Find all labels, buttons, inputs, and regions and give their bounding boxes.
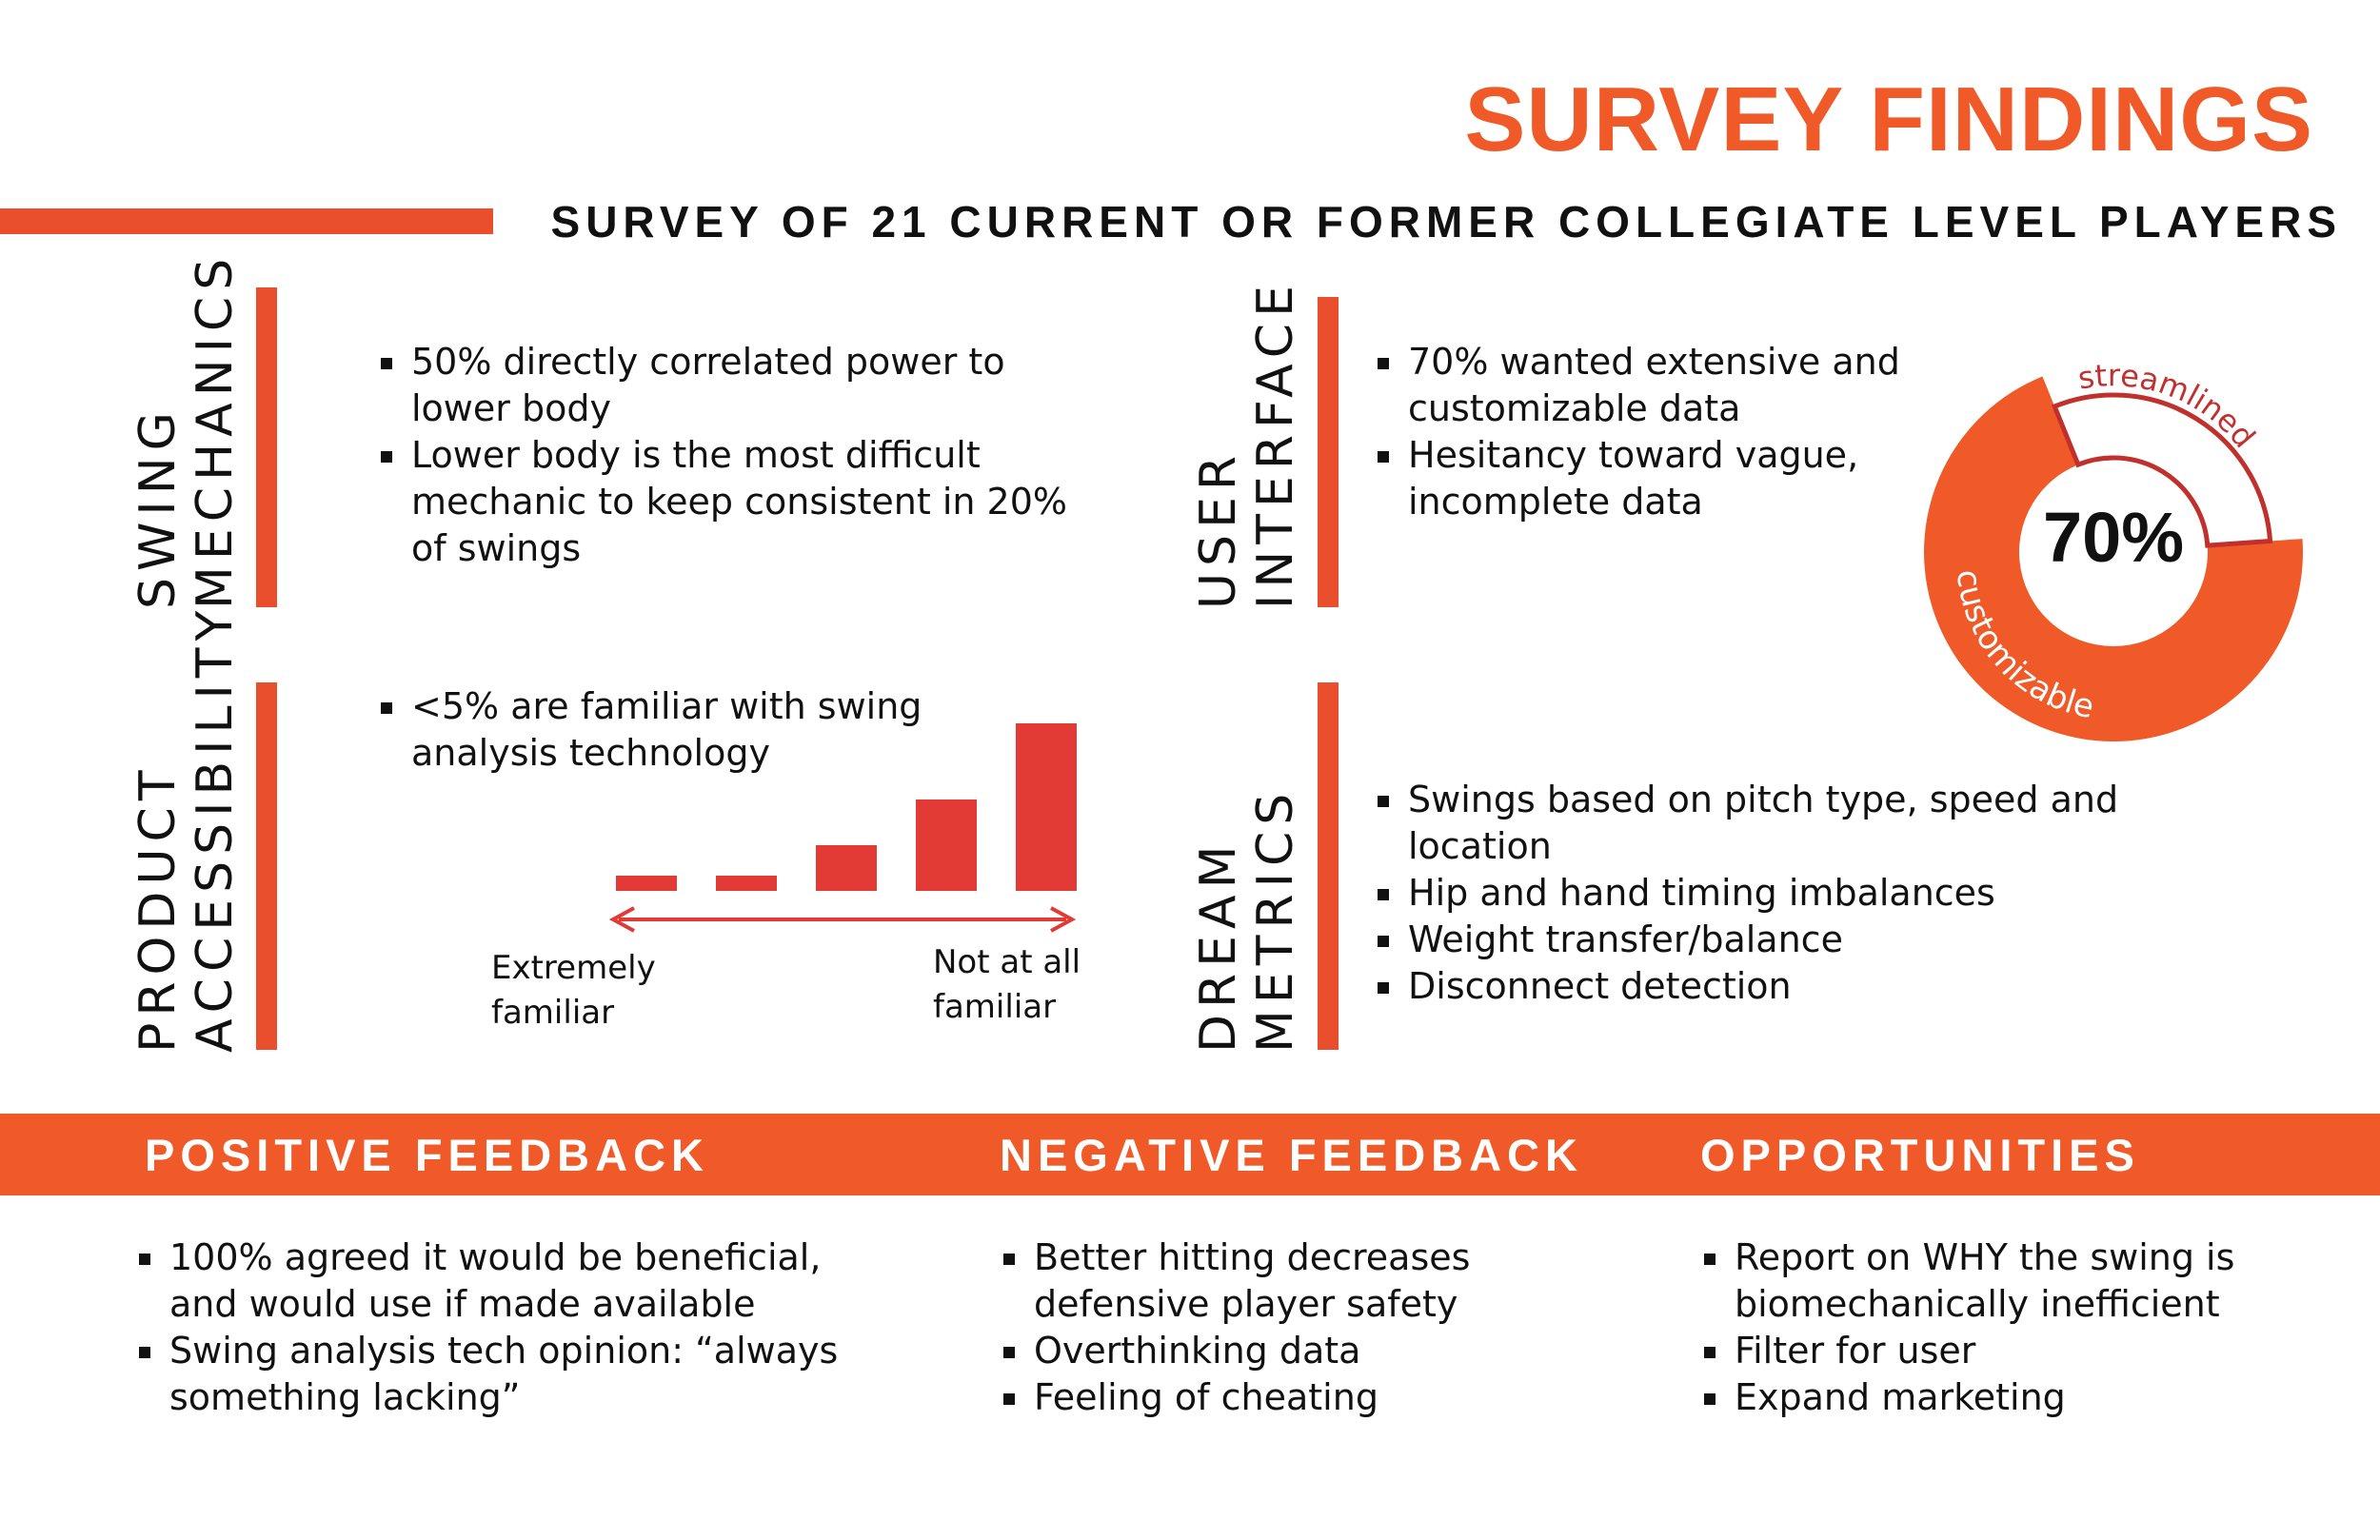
section-title-dream-metrics: DREAM METRICS bbox=[1190, 787, 1304, 1053]
section-bar-swing-mechanics bbox=[256, 287, 277, 607]
section-title-line: MECHANICS bbox=[187, 251, 244, 609]
arrow-left-icon bbox=[608, 906, 635, 933]
list-item: 100% agreed it would be beneficial, and … bbox=[137, 1234, 899, 1328]
section-title-line: SWING bbox=[129, 405, 187, 609]
user-interface-list: 70% wanted extensive and customizable da… bbox=[1376, 339, 1947, 525]
list-item: Filter for user bbox=[1702, 1328, 2311, 1374]
list-item: Report on WHY the swing is biomechanical… bbox=[1702, 1234, 2311, 1328]
donut-slice-streamlined bbox=[2051, 392, 2273, 548]
dream-metrics-list: Swings based on pitch type, speed and lo… bbox=[1376, 777, 2156, 1010]
list-item: 50% directly correlated power to lower b… bbox=[379, 339, 1102, 432]
swing-mechanics-list: 50% directly correlated power to lower b… bbox=[379, 339, 1102, 572]
positive-feedback-heading: POSITIVE FEEDBACK bbox=[145, 1130, 709, 1180]
familiarity-bar bbox=[916, 800, 977, 891]
familiarity-right-label: Not at all familiar bbox=[933, 943, 1081, 1026]
donut-slice-customizable bbox=[1924, 376, 2303, 741]
section-title-line: ACCESSIBILITY bbox=[187, 603, 244, 1053]
list-item: Better hitting decreases defensive playe… bbox=[1002, 1234, 1592, 1328]
list-item: Weight transfer/balance bbox=[1376, 917, 2156, 963]
header-rule bbox=[0, 208, 493, 234]
familiarity-bar bbox=[716, 876, 777, 891]
section-title-line: PRODUCT bbox=[129, 763, 187, 1053]
list-item: Hesitancy toward vague, incomplete data bbox=[1376, 432, 1947, 525]
section-title-line: DREAM bbox=[1190, 839, 1247, 1053]
list-item: Swings based on pitch type, speed and lo… bbox=[1376, 777, 2156, 870]
familiarity-bar-chart bbox=[608, 723, 1077, 933]
familiarity-bar bbox=[816, 845, 877, 891]
section-title-user-interface: USER INTERFACE bbox=[1190, 279, 1304, 609]
list-item: 70% wanted extensive and customizable da… bbox=[1376, 339, 1947, 432]
page-subtitle: SURVEY OF 21 CURRENT OR FORMER COLLEGIAT… bbox=[550, 197, 2342, 247]
section-title-line: INTERFACE bbox=[1247, 279, 1304, 609]
negative-feedback-heading: NEGATIVE FEEDBACK bbox=[1000, 1130, 1583, 1180]
list-item: <5% are familiar with swing analysis tec… bbox=[379, 683, 1045, 777]
list-item: Overthinking data bbox=[1002, 1328, 1592, 1374]
section-bar-product-accessibility bbox=[256, 682, 277, 1050]
opportunities-list: Report on WHY the swing is biomechanical… bbox=[1702, 1234, 2311, 1421]
section-title-line: METRICS bbox=[1247, 786, 1304, 1053]
arrow-right-icon bbox=[1050, 906, 1077, 933]
list-item: Feeling of cheating bbox=[1002, 1374, 1592, 1421]
page-title: SURVEY FINDINGS bbox=[1464, 69, 2313, 170]
familiarity-bar bbox=[1016, 723, 1077, 891]
section-bar-dream-metrics bbox=[1318, 682, 1339, 1050]
feedback-band bbox=[0, 1114, 2380, 1195]
familiarity-left-label: Extremely familiar bbox=[491, 949, 656, 1032]
negative-feedback-list: Better hitting decreases defensive playe… bbox=[1002, 1234, 1592, 1421]
donut-center-label: 70% bbox=[2042, 498, 2185, 577]
list-item: Disconnect detection bbox=[1376, 963, 2156, 1010]
list-item: Expand marketing bbox=[1702, 1374, 2311, 1421]
section-title-swing-mechanics: SWING MECHANICS bbox=[129, 252, 244, 609]
section-title-line: USER bbox=[1190, 448, 1247, 609]
section-title-product-accessibility: PRODUCT ACCESSIBILITY bbox=[129, 604, 244, 1053]
customizable-donut-chart: customizable streamlined bbox=[1924, 357, 2303, 741]
section-bar-user-interface bbox=[1318, 297, 1339, 607]
product-accessibility-list: <5% are familiar with swing analysis tec… bbox=[379, 683, 1045, 777]
positive-feedback-list: 100% agreed it would be beneficial, and … bbox=[137, 1234, 899, 1421]
familiarity-bar bbox=[616, 876, 677, 891]
list-item: Hip and hand timing imbalances bbox=[1376, 870, 2156, 917]
list-item: Lower body is the most difficult mechani… bbox=[379, 432, 1102, 572]
list-item: Swing analysis tech opinion: “always som… bbox=[137, 1328, 899, 1421]
opportunities-heading: OPPORTUNITIES bbox=[1700, 1130, 2140, 1180]
